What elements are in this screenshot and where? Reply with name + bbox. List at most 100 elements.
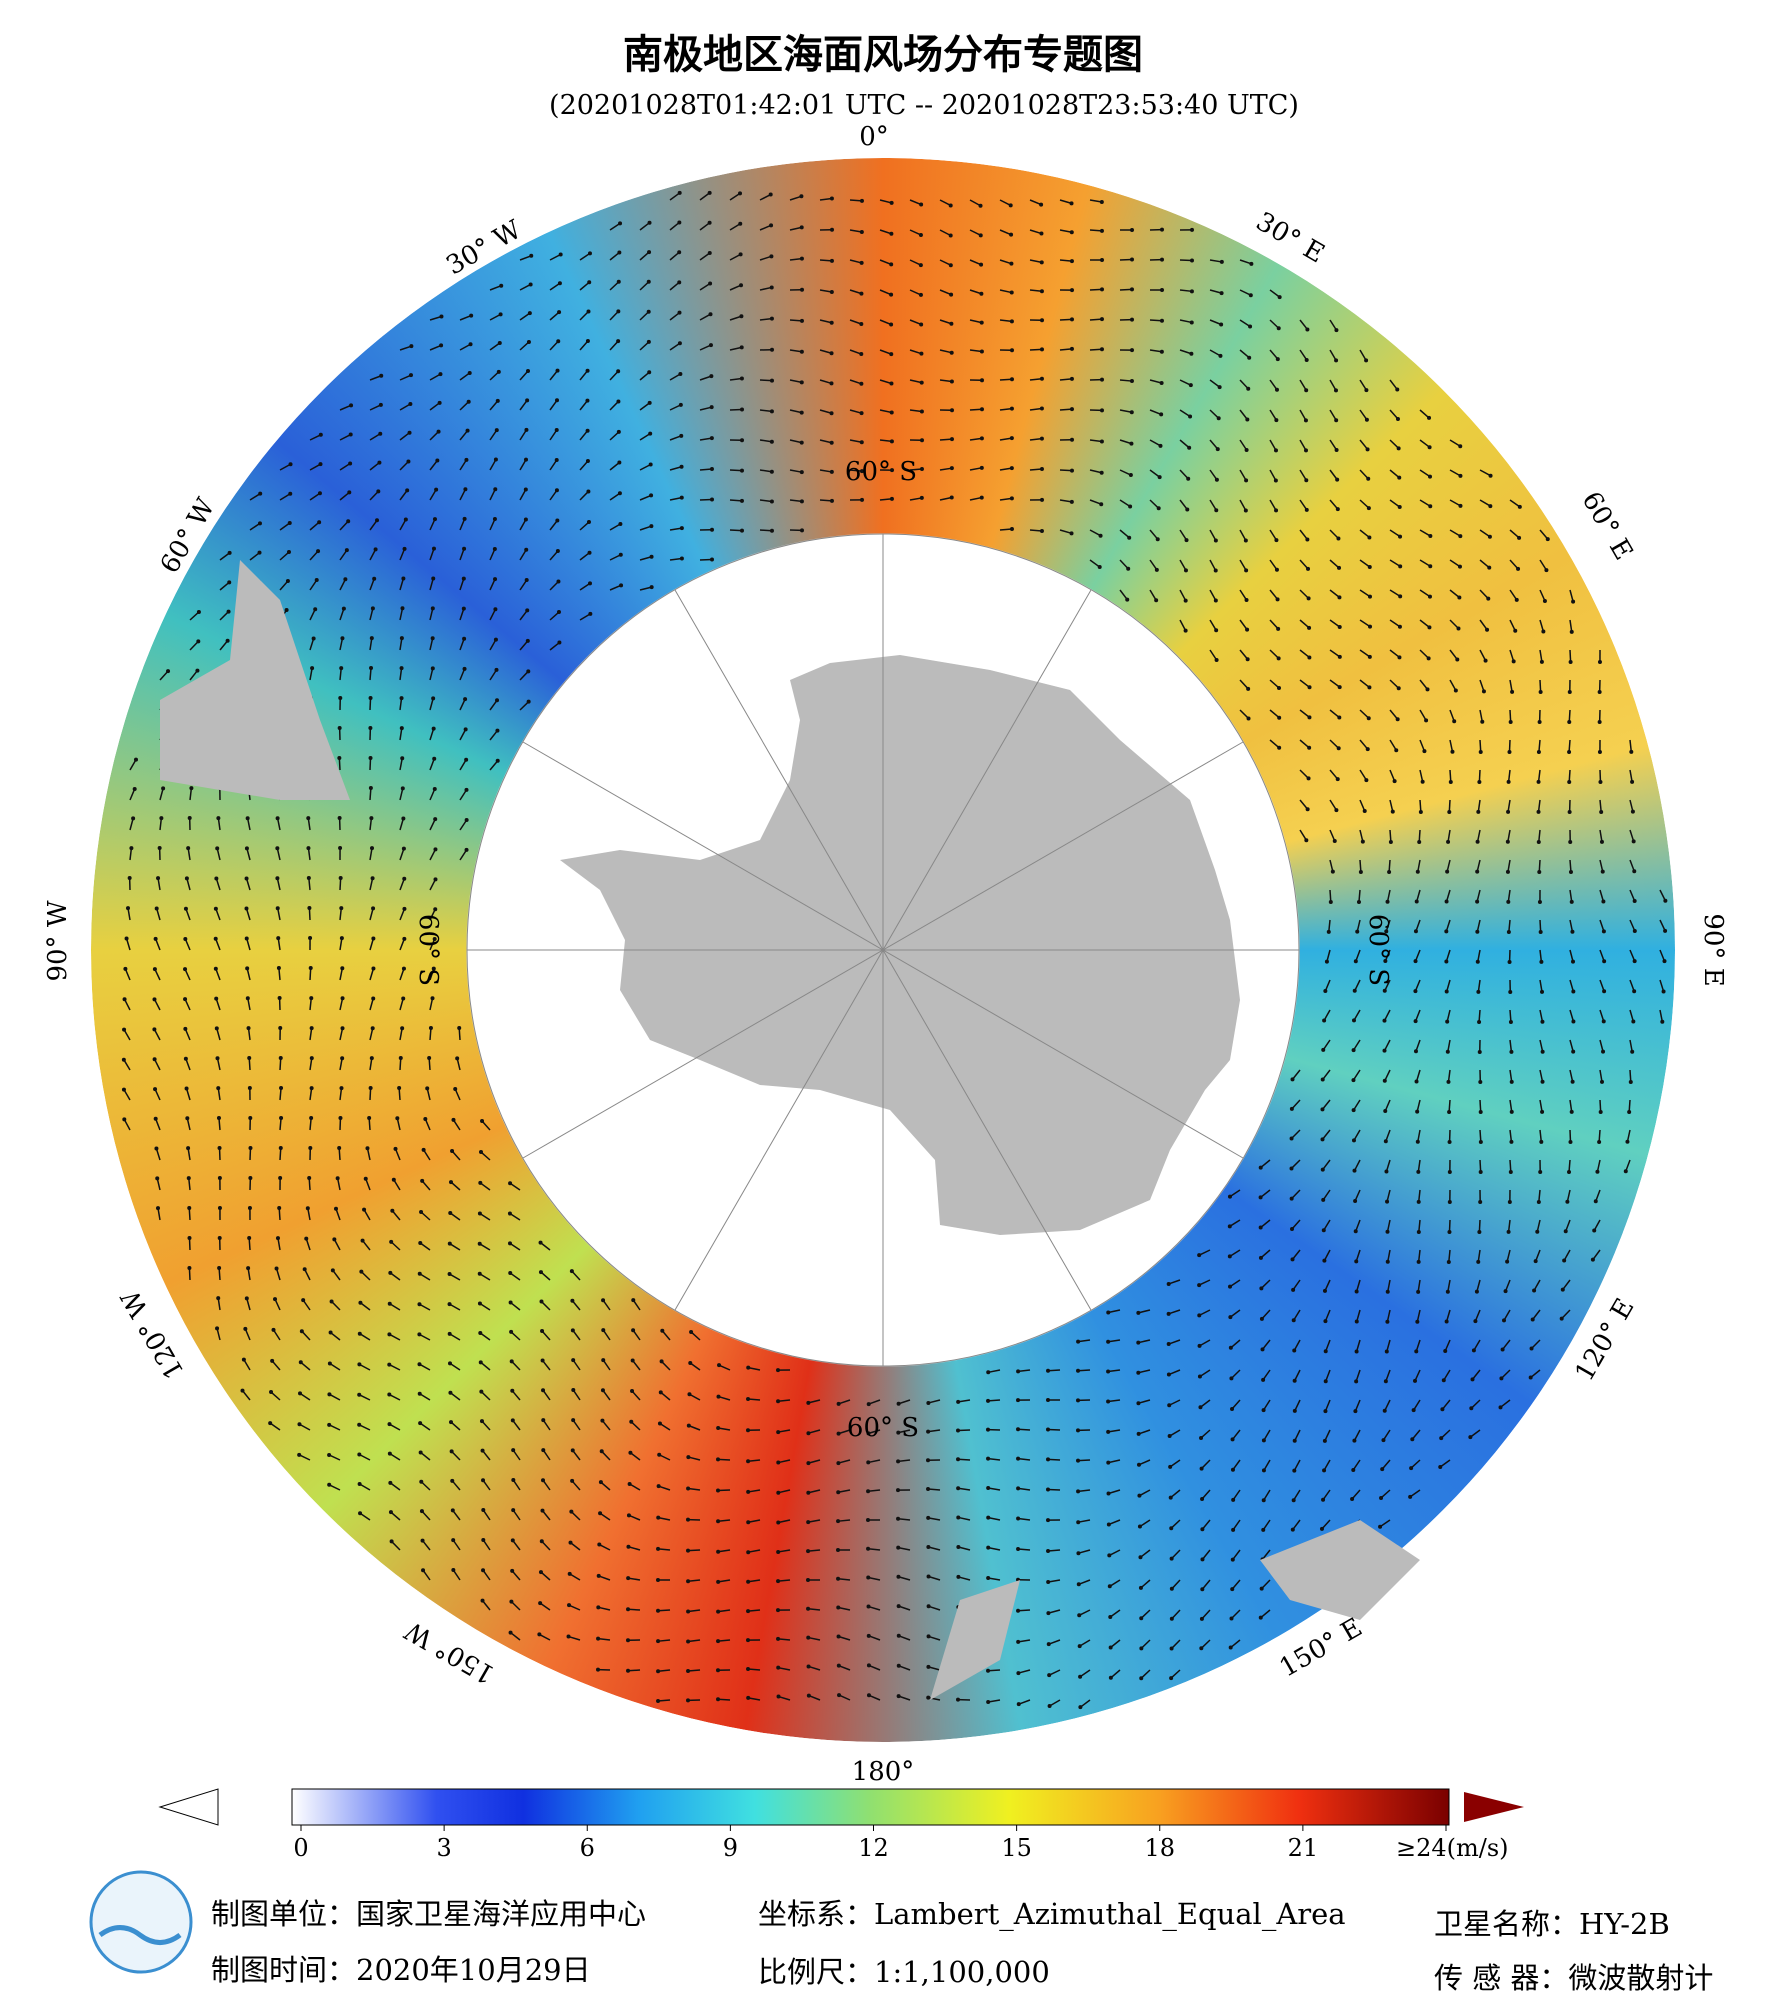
- wind-arrow-head: [1660, 1019, 1665, 1024]
- wind-arrow-head: [340, 996, 345, 1001]
- wind-arrow-head: [799, 349, 804, 354]
- wind-arrow: [1449, 529, 1461, 537]
- wind-arrow-head: [1186, 476, 1191, 481]
- wind-arrow: [909, 468, 923, 471]
- wind-arrow-head: [679, 526, 684, 531]
- wind-arrow-head: [859, 411, 864, 416]
- wind-arrow: [1389, 679, 1400, 689]
- wind-arrow: [458, 1027, 461, 1041]
- wind-arrow-head: [526, 339, 531, 344]
- wind-arrow-head: [433, 847, 438, 852]
- wind-arrow-head: [401, 966, 406, 971]
- wind-arrow-head: [677, 341, 682, 346]
- wind-arrow: [838, 1459, 851, 1464]
- wind-arrow: [1260, 1249, 1271, 1259]
- wind-arrow-head: [618, 522, 623, 527]
- wind-arrow: [729, 192, 741, 201]
- wind-arrow-head: [1106, 1339, 1111, 1344]
- wind-arrow: [639, 281, 650, 291]
- wind-arrow: [1017, 1457, 1031, 1461]
- wind-arrow-head: [1398, 564, 1403, 569]
- wind-arrow-head: [433, 877, 438, 882]
- wind-arrow: [1355, 1369, 1361, 1382]
- wind-arrow-head: [949, 437, 954, 442]
- wind-arrow-head: [358, 1511, 363, 1516]
- wind-arrow-head: [1320, 1077, 1325, 1082]
- wind-arrow: [1569, 979, 1575, 992]
- wind-arrow-head: [1332, 839, 1337, 844]
- wind-arrow-head: [836, 1605, 841, 1610]
- wind-arrow-head: [956, 1428, 961, 1433]
- wind-arrow: [1446, 859, 1451, 872]
- wind-arrow: [1229, 1219, 1241, 1227]
- wind-arrow-head: [332, 1237, 337, 1242]
- wind-arrow-head: [709, 557, 714, 562]
- wind-arrow-head: [1505, 1259, 1510, 1264]
- wind-arrow: [1269, 589, 1279, 600]
- wind-arrow-head: [1304, 507, 1309, 512]
- wind-arrow-head: [738, 191, 743, 196]
- lon-label: 90° W: [43, 900, 73, 981]
- wind-arrow: [459, 314, 472, 321]
- wind-arrow: [1239, 559, 1247, 571]
- wind-arrow: [1231, 1399, 1241, 1410]
- wind-arrow-head: [462, 546, 467, 551]
- wind-arrow-head: [421, 1147, 426, 1152]
- wind-arrow-head: [1046, 1457, 1051, 1462]
- wind-arrow-head: [339, 906, 344, 911]
- wind-arrow-head: [1337, 715, 1342, 720]
- wind-arrow-head: [889, 381, 894, 386]
- wind-arrow-head: [598, 1480, 603, 1485]
- wind-arrow: [275, 1268, 281, 1281]
- wind-arrow-head: [288, 491, 293, 496]
- wind-arrow: [661, 1330, 671, 1341]
- wind-arrow-head: [357, 1452, 362, 1457]
- footer-time: 制图时间：2020年10月29日: [211, 1953, 591, 1987]
- wind-arrow-head: [626, 1576, 631, 1581]
- wind-arrow-head: [978, 203, 983, 208]
- wind-arrow-head: [368, 786, 373, 791]
- wind-arrow: [1389, 469, 1400, 479]
- wind-arrow-head: [1444, 929, 1449, 934]
- wind-arrow: [481, 1420, 491, 1431]
- wind-arrow-head: [986, 1576, 991, 1581]
- wind-arrow-head: [626, 1544, 631, 1549]
- wind-arrow: [329, 1393, 341, 1401]
- wind-arrow-head: [1353, 959, 1358, 964]
- wind-arrow-head: [399, 696, 404, 701]
- wind-arrow-head: [554, 458, 559, 463]
- wind-arrow-head: [799, 410, 804, 415]
- wind-arrow-head: [1276, 685, 1281, 690]
- wind-arrow-head: [1352, 1168, 1357, 1173]
- antarctica: [560, 655, 1240, 1235]
- wind-arrow-head: [1158, 443, 1163, 448]
- wind-arrow-head: [1456, 626, 1461, 631]
- wind-arrow-head: [1477, 779, 1482, 784]
- wind-arrow-head: [1138, 1555, 1143, 1560]
- wind-arrow-head: [538, 1270, 543, 1275]
- wind-arrow: [1359, 439, 1369, 450]
- wind-arrow-head: [647, 250, 652, 255]
- wind-arrow-head: [1530, 1317, 1535, 1322]
- wind-arrow-head: [1600, 1079, 1605, 1084]
- wind-arrow-head: [1016, 1398, 1021, 1403]
- wind-arrow-head: [1592, 1228, 1597, 1233]
- wind-arrow-head: [776, 1520, 781, 1525]
- wind-arrow-head: [1108, 1675, 1113, 1680]
- wind-arrow: [519, 312, 531, 321]
- wind-arrow: [1140, 1639, 1151, 1649]
- wind-arrow-head: [275, 1236, 280, 1241]
- wind-arrow: [509, 1242, 521, 1251]
- wind-arrow-head: [227, 580, 232, 585]
- wind-arrow-head: [919, 409, 924, 414]
- wind-arrow-head: [1322, 1258, 1327, 1263]
- wind-arrow-head: [417, 1332, 422, 1337]
- wind-arrow-head: [1458, 444, 1463, 449]
- wind-arrow-head: [278, 1026, 283, 1031]
- wind-arrow: [429, 489, 437, 501]
- wind-arrow-head: [1487, 565, 1492, 570]
- wind-arrow-head: [387, 1451, 392, 1456]
- wind-arrow-head: [1069, 468, 1074, 473]
- wind-arrow: [1029, 348, 1043, 351]
- wind-arrow-head: [596, 1636, 601, 1641]
